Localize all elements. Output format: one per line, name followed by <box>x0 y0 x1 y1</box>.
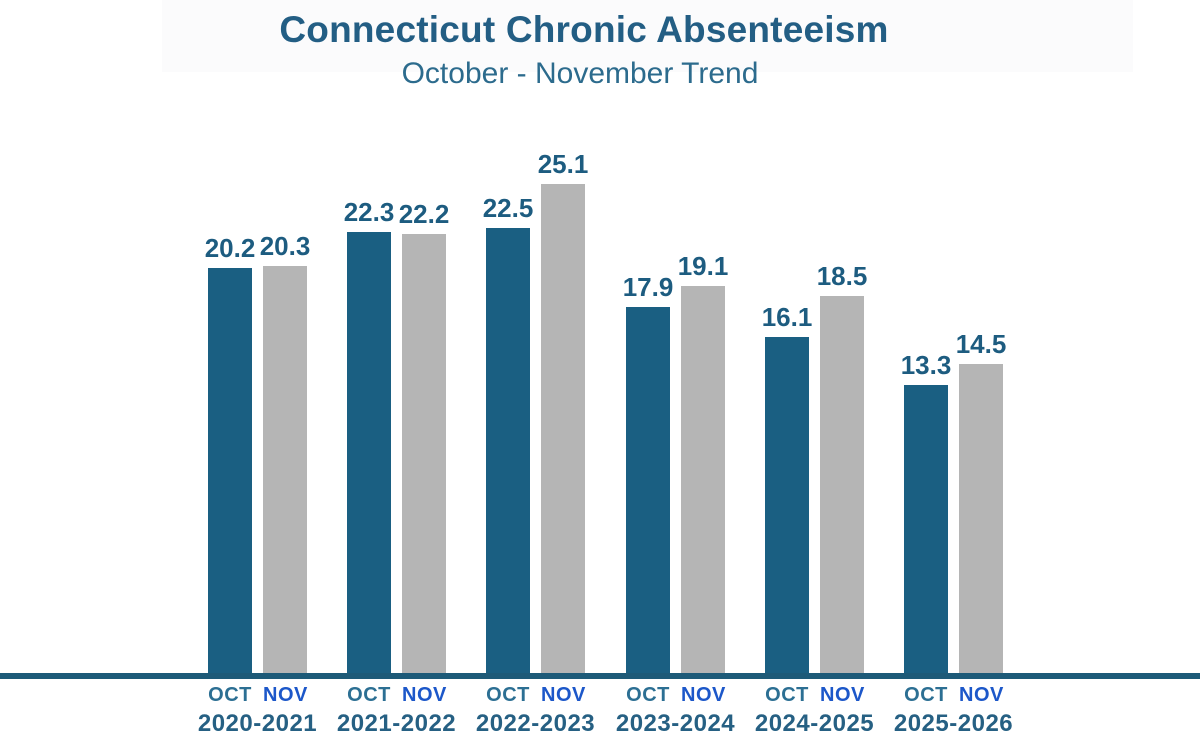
nov-month-label: NOV <box>681 684 726 706</box>
nov-month-label: NOV <box>541 684 586 706</box>
chart-subtitle: October - November Trend <box>401 57 759 90</box>
nov-bar-column: 14.5 <box>956 331 1006 673</box>
nov-bar-column: 20.3 <box>260 233 310 673</box>
nov-value-label: 14.5 <box>955 329 1007 359</box>
nov-bar-column: 18.5 <box>817 263 867 673</box>
oct-bar-column: 20.2 <box>205 235 255 673</box>
bar-group: 22.5 25.1 <box>483 151 588 673</box>
oct-bar <box>904 385 948 673</box>
nov-value-label: 20.3 <box>259 231 311 261</box>
oct-month-label: OCT <box>626 684 670 706</box>
oct-bar <box>626 307 670 673</box>
x-axis-label-group: OCT NOV 2022-2023 <box>476 684 595 738</box>
oct-month-label: OCT <box>486 684 530 706</box>
oct-value-label: 16.1 <box>761 302 813 332</box>
oct-bar <box>347 232 391 673</box>
x-axis-label-group: OCT NOV 2024-2025 <box>755 684 874 738</box>
nov-bar <box>263 266 307 673</box>
oct-value-label: 13.3 <box>900 350 952 380</box>
oct-value-label: 20.2 <box>204 233 256 263</box>
nov-month-label: NOV <box>402 684 447 706</box>
header-band <box>162 0 1133 72</box>
x-axis-label-group: OCT NOV 2021-2022 <box>337 684 456 738</box>
x-axis-label-group: OCT NOV 2023-2024 <box>616 684 735 738</box>
nov-bar <box>681 286 725 673</box>
bar-group: 17.9 19.1 <box>623 253 728 673</box>
year-label: 2024-2025 <box>754 710 875 737</box>
oct-bar-column: 16.1 <box>762 304 812 673</box>
oct-bar <box>208 268 252 673</box>
oct-bar <box>486 228 530 673</box>
oct-bar-column: 22.3 <box>344 199 394 673</box>
year-label: 2025-2026 <box>893 710 1014 737</box>
nov-bar <box>402 234 446 673</box>
oct-value-label: 22.5 <box>482 193 534 223</box>
chart-title: Connecticut Chronic Absenteeism <box>279 9 889 50</box>
oct-month-label: OCT <box>904 684 948 706</box>
nov-value-label: 18.5 <box>816 261 868 291</box>
nov-value-label: 22.2 <box>398 199 450 229</box>
bar-group: 13.3 14.5 <box>901 331 1006 673</box>
oct-bar-column: 22.5 <box>483 195 533 673</box>
oct-month-label: OCT <box>208 684 252 706</box>
nov-value-label: 19.1 <box>677 251 729 281</box>
nov-bar-column: 25.1 <box>538 151 588 673</box>
x-axis-label-group: OCT NOV 2025-2026 <box>894 684 1013 738</box>
bar-group: 20.2 20.3 <box>205 233 310 673</box>
nov-value-label: 25.1 <box>537 149 589 179</box>
nov-bar-column: 22.2 <box>399 201 449 673</box>
bar-group: 22.3 22.2 <box>344 199 449 673</box>
nov-bar <box>959 364 1003 673</box>
oct-value-label: 17.9 <box>622 272 674 302</box>
oct-bar <box>765 337 809 673</box>
year-label: 2023-2024 <box>615 710 736 737</box>
nov-month-label: NOV <box>959 684 1004 706</box>
x-axis-label-group: OCT NOV 2020-2021 <box>198 684 317 738</box>
nov-bar-column: 19.1 <box>678 253 728 673</box>
year-label: 2021-2022 <box>336 710 457 737</box>
nov-bar <box>820 296 864 673</box>
oct-month-label: OCT <box>347 684 391 706</box>
oct-bar-column: 13.3 <box>901 352 951 673</box>
nov-month-label: NOV <box>820 684 865 706</box>
nov-bar <box>541 184 585 673</box>
oct-bar-column: 17.9 <box>623 274 673 673</box>
nov-month-label: NOV <box>263 684 308 706</box>
oct-month-label: OCT <box>765 684 809 706</box>
oct-value-label: 22.3 <box>343 197 395 227</box>
baseline-axis <box>0 673 1200 679</box>
year-label: 2022-2023 <box>475 710 596 737</box>
year-label: 2020-2021 <box>197 710 318 737</box>
bar-group: 16.1 18.5 <box>762 263 867 673</box>
